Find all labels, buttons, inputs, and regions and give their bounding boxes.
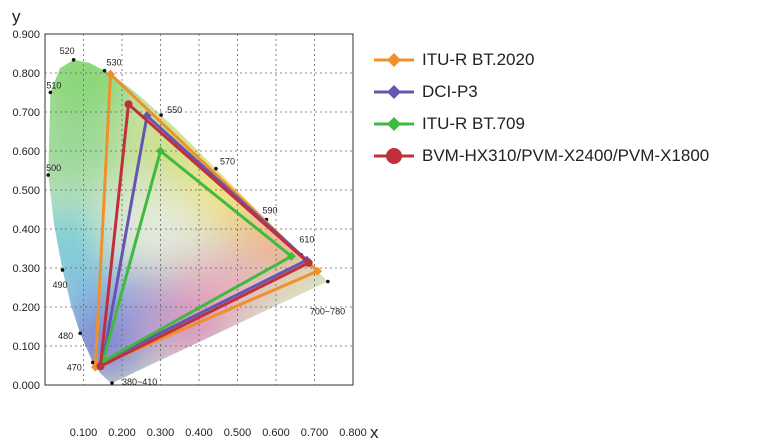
legend-item: BVM-HX310/PVM-X2400/PVM-X1800 (372, 140, 709, 172)
wavelength-marker (102, 68, 107, 73)
wavelength-label: 570 (220, 157, 235, 167)
wavelength-label: 590 (262, 206, 277, 216)
legend-label: BVM-HX310/PVM-X2400/PVM-X1800 (422, 146, 710, 165)
gamut-triangle (93, 72, 320, 369)
legend-label: DCI-P3 (422, 82, 478, 101)
wavelength-label: 530 (107, 58, 122, 68)
wavelength-marker (48, 90, 53, 95)
x-tick-label: 0.800 (339, 427, 367, 439)
primary-point-diamond (156, 146, 165, 156)
legend-label: ITU-R BT.709 (422, 114, 525, 133)
wavelength-label: 700~780 (310, 307, 345, 317)
y-tick-label: 0.200 (12, 302, 40, 314)
legend-item: ITU-R BT.2020 (372, 44, 709, 76)
wavelength-label: 510 (46, 80, 61, 90)
primary-point-circle (124, 100, 133, 109)
legend-swatch-marker (387, 85, 401, 99)
wavelength-label: 500 (46, 163, 61, 173)
legend-swatch-marker (387, 117, 401, 131)
x-axis-label: x (370, 423, 379, 442)
x-tick-label: 0.300 (147, 427, 175, 439)
y-axis-ticks: 0.000 0.100 0.200 0.300 0.400 0.500 0.600 0.700… (12, 29, 40, 392)
primary-point-circle (304, 258, 313, 267)
legend-swatch (374, 85, 414, 99)
gamut-triangle (101, 149, 293, 364)
gamut-triangle (98, 102, 311, 368)
x-tick-label: 0.200 (108, 427, 136, 439)
x-axis-ticks: 0.100 0.200 0.300 0.400 0.500 0.600 0.700 0.800 (70, 427, 367, 439)
legend-item: ITU-R BT.709 (372, 108, 709, 140)
legend-swatch (374, 117, 414, 131)
wavelength-marker (159, 113, 163, 117)
y-tick-label: 0.800 (12, 68, 40, 80)
primary-point-diamond (286, 251, 296, 261)
wavelength-marker (90, 360, 95, 365)
y-tick-label: 0.600 (12, 146, 40, 158)
x-tick-label: 0.700 (301, 427, 329, 439)
y-tick-label: 0.900 (12, 29, 40, 41)
y-tick-label: 0.400 (12, 224, 40, 236)
wavelength-marker (71, 58, 76, 62)
legend-label: ITU-R BT.2020 (422, 50, 535, 69)
y-tick-label: 0.100 (12, 341, 40, 353)
color-blob (48, 206, 103, 267)
gamut-triangle (101, 114, 309, 364)
legend-swatch (374, 53, 414, 67)
primary-point-diamond (105, 69, 115, 79)
x-tick-label: 0.500 (224, 427, 252, 439)
y-tick-label: 0.500 (12, 185, 40, 197)
legend-swatch-marker (386, 148, 402, 164)
legend-swatch (374, 148, 414, 164)
color-blob (48, 59, 146, 121)
legend-swatch-marker (387, 53, 401, 67)
legend-item: DCI-P3 (372, 76, 709, 108)
spectral-locus-markers: 520 530 510 550 570 500 590 610 490 700~780 480 470… (46, 46, 345, 387)
wavelength-marker (46, 173, 50, 177)
y-tick-label: 0.300 (12, 263, 40, 275)
wavelength-marker (326, 279, 330, 284)
primary-point-diamond (313, 266, 323, 276)
wavelength-label: 520 (60, 46, 75, 56)
y-tick-label: 0.700 (12, 107, 40, 119)
gamut-series-3 (96, 100, 313, 371)
legend: ITU-R BT.2020 DCI-P3 ITU-R BT.709 BVM-HX310… (372, 44, 709, 172)
primary-point-circle (96, 362, 105, 371)
wavelength-marker (60, 268, 65, 272)
wavelength-marker (78, 331, 82, 336)
x-tick-label: 0.100 (70, 427, 98, 439)
x-tick-label: 0.600 (262, 427, 290, 439)
wavelength-label: 610 (299, 235, 314, 245)
wavelength-marker (110, 381, 114, 385)
wavelength-label: 380~410 (122, 377, 157, 387)
x-tick-label: 0.400 (185, 427, 213, 439)
wavelength-label: 490 (52, 280, 67, 290)
wavelength-label: 480 (58, 331, 73, 341)
y-tick-label: 0.000 (12, 380, 40, 392)
y-axis-label: y (12, 7, 21, 26)
gamut-triangles (90, 69, 323, 372)
wavelength-marker (214, 166, 218, 171)
wavelength-label: 550 (167, 105, 182, 115)
wavelength-label: 470 (67, 362, 82, 372)
